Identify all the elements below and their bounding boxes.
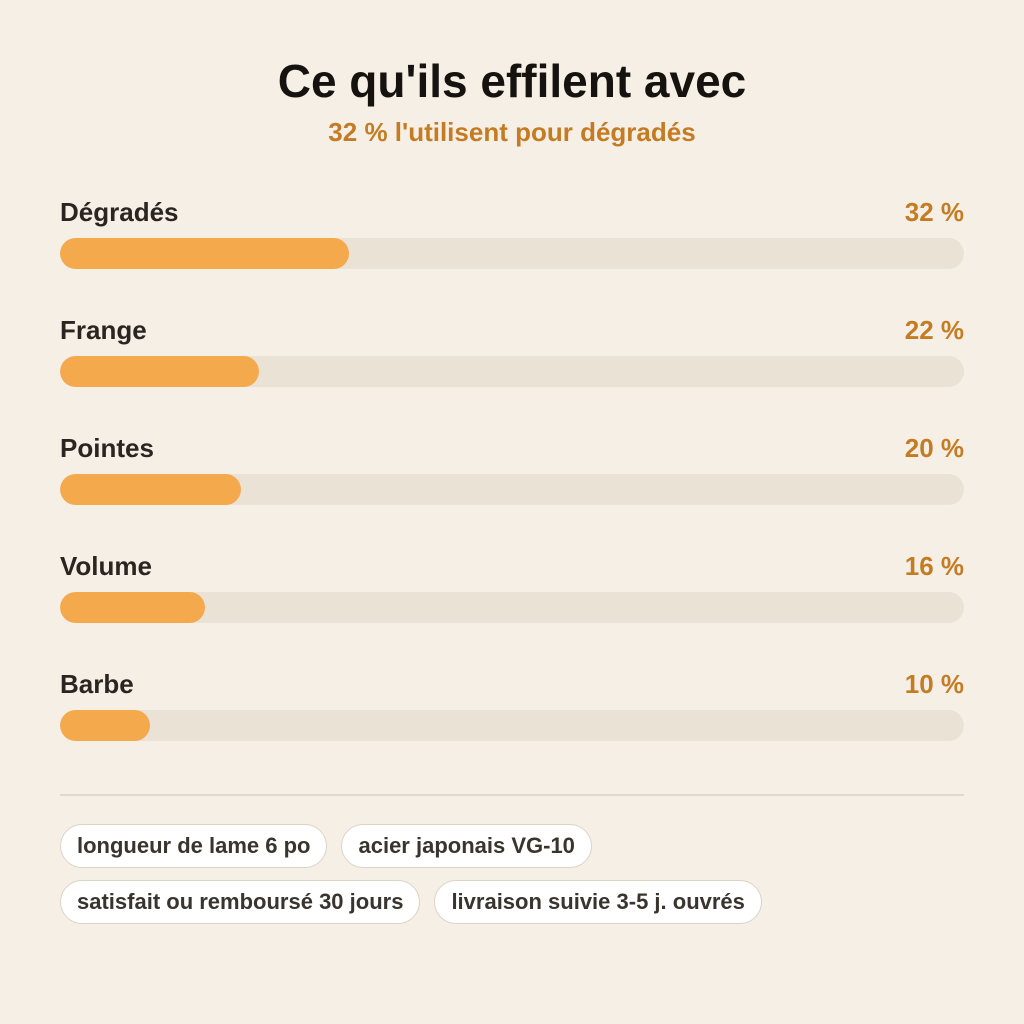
divider bbox=[60, 794, 964, 796]
bar-chart: Dégradés 32 % Frange 22 % Pointes 20 % Volume 1… bbox=[60, 190, 964, 780]
feature-tag: longueur de lame 6 po bbox=[60, 824, 328, 868]
bar-value-label: 10 % bbox=[904, 669, 964, 699]
bar-label: Pointes bbox=[60, 433, 154, 463]
feature-tag: livraison suivie 3-5 j. ouvrés bbox=[434, 880, 762, 924]
bar-track bbox=[60, 710, 964, 741]
bar-value-label: 22 % bbox=[904, 315, 964, 345]
bar-row: Dégradés 32 % bbox=[60, 190, 964, 308]
bar-value-label: 16 % bbox=[904, 551, 964, 581]
feature-tag: satisfait ou remboursé 30 jours bbox=[60, 880, 421, 924]
bar-track bbox=[60, 356, 964, 387]
bar-label: Dégradés bbox=[60, 197, 179, 227]
bar-fill bbox=[60, 474, 241, 505]
tag-line: satisfait ou remboursé 30 jours livraison… bbox=[60, 880, 964, 924]
bar-label: Barbe bbox=[60, 669, 134, 699]
bar-row: Pointes 20 % bbox=[60, 426, 964, 544]
bar-fill bbox=[60, 710, 151, 741]
feature-tags: longueur de lame 6 po acier japonais VG-1… bbox=[60, 824, 964, 936]
chart-title: Ce qu'ils effilent avec bbox=[277, 55, 747, 107]
bar-fill bbox=[60, 592, 205, 623]
chart-subtitle: 32 % l'utilisent pour dégradés bbox=[328, 117, 696, 147]
bar-label: Volume bbox=[60, 551, 152, 581]
bar-row: Barbe 10 % bbox=[60, 662, 964, 780]
bar-label: Frange bbox=[60, 315, 147, 345]
tag-line: longueur de lame 6 po acier japonais VG-1… bbox=[60, 824, 964, 868]
bar-track bbox=[60, 238, 964, 269]
bar-value-label: 32 % bbox=[904, 197, 964, 227]
bar-value-label: 20 % bbox=[904, 433, 964, 463]
bar-track bbox=[60, 474, 964, 505]
bar-fill bbox=[60, 356, 259, 387]
bar-row: Volume 16 % bbox=[60, 544, 964, 662]
bar-row: Frange 22 % bbox=[60, 308, 964, 426]
bar-fill bbox=[60, 238, 350, 269]
feature-tag: acier japonais VG-10 bbox=[341, 824, 592, 868]
bar-track bbox=[60, 592, 964, 623]
